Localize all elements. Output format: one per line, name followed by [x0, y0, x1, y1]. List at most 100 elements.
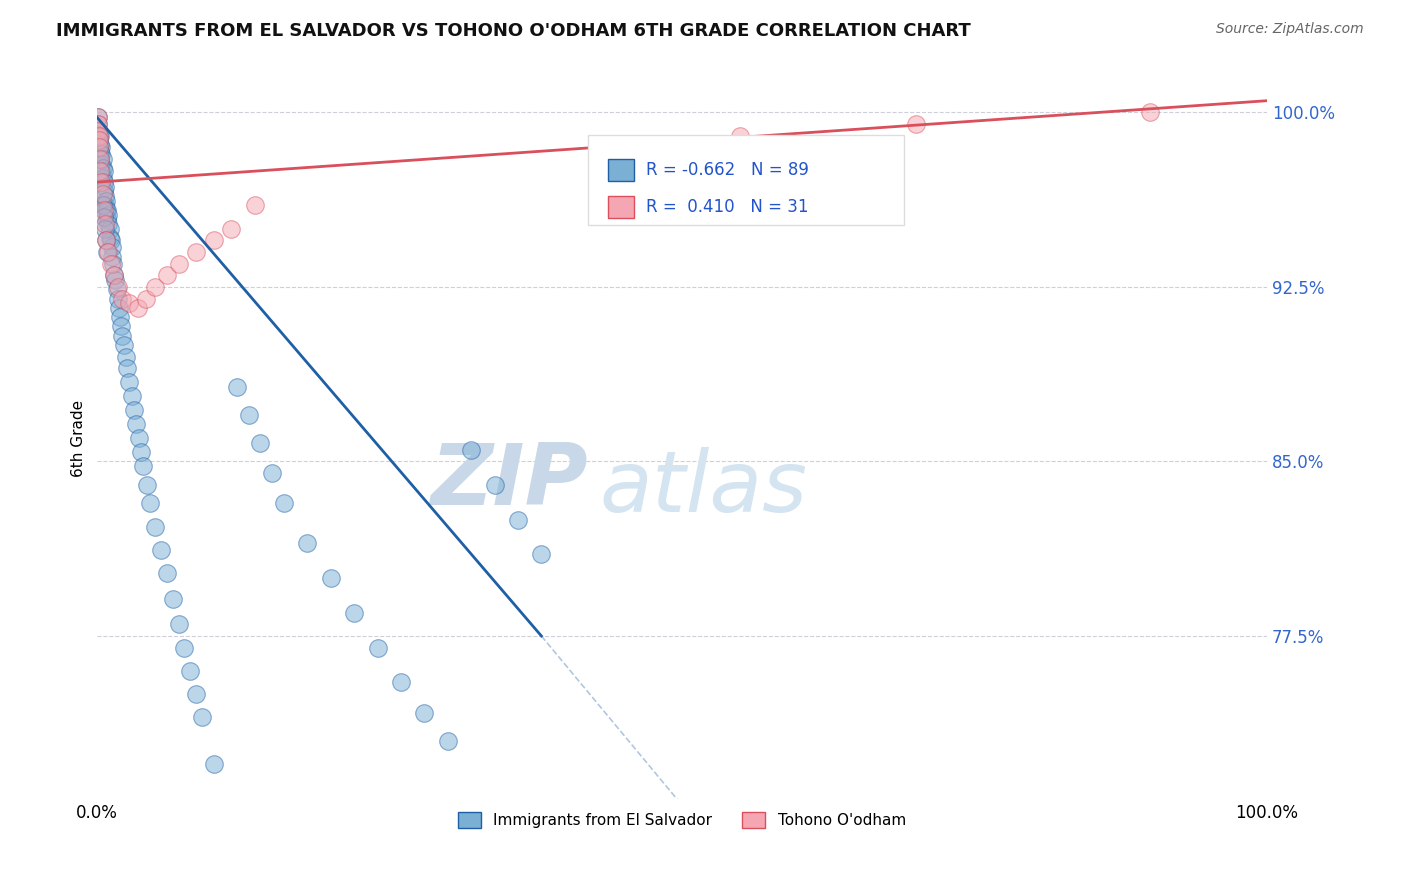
Point: [121, 389, 143, 403]
Point: [107, 292, 129, 306]
Point: [90, 175, 112, 189]
Point: [87, 140, 110, 154]
Point: [104, 273, 127, 287]
Point: [110, 319, 132, 334]
Point: [143, 519, 166, 533]
Point: [179, 664, 201, 678]
Point: [173, 640, 195, 655]
Point: [87, 124, 110, 138]
Point: [105, 282, 128, 296]
Point: [343, 606, 366, 620]
Point: [94, 221, 117, 235]
Point: [184, 687, 207, 701]
Point: [94, 233, 117, 247]
Point: [94, 203, 117, 218]
Point: [91, 161, 114, 176]
Point: [97, 208, 120, 222]
Point: [150, 542, 173, 557]
Point: [904, 117, 927, 131]
Point: [128, 431, 150, 445]
Point: [127, 301, 149, 315]
Point: [730, 128, 752, 143]
Point: [96, 212, 118, 227]
Point: [93, 163, 115, 178]
Point: [91, 198, 114, 212]
Text: R = -0.662   N = 89: R = -0.662 N = 89: [645, 161, 808, 179]
Point: [87, 117, 110, 131]
Point: [108, 310, 131, 325]
Point: [87, 133, 110, 147]
Point: [93, 185, 115, 199]
Point: [238, 408, 260, 422]
Point: [101, 250, 124, 264]
Point: [87, 133, 110, 147]
Point: [91, 152, 114, 166]
Point: [101, 257, 124, 271]
Point: [101, 240, 124, 254]
Point: [90, 147, 112, 161]
Point: [93, 203, 115, 218]
Text: Source: ZipAtlas.com: Source: ZipAtlas.com: [1216, 22, 1364, 37]
Point: [97, 217, 120, 231]
Point: [94, 217, 117, 231]
Point: [89, 163, 111, 178]
Point: [94, 198, 117, 212]
Point: [115, 350, 138, 364]
Text: ZIP: ZIP: [430, 440, 588, 523]
Point: [107, 280, 129, 294]
Point: [156, 268, 179, 283]
Point: [89, 137, 111, 152]
Point: [111, 328, 134, 343]
Point: [243, 198, 266, 212]
Point: [219, 221, 242, 235]
Point: [122, 403, 145, 417]
Point: [484, 477, 506, 491]
Point: [97, 244, 120, 259]
Point: [93, 175, 115, 189]
Point: [167, 257, 190, 271]
Point: [90, 156, 112, 170]
Point: [87, 110, 110, 124]
Point: [87, 128, 110, 143]
Point: [98, 221, 121, 235]
Text: R =  0.410   N = 31: R = 0.410 N = 31: [645, 198, 808, 216]
Point: [367, 640, 389, 655]
Point: [249, 435, 271, 450]
Point: [94, 179, 117, 194]
Point: [273, 496, 295, 510]
Point: [135, 292, 157, 306]
Point: [94, 194, 117, 208]
Point: [132, 458, 155, 473]
Point: [91, 170, 114, 185]
Point: [108, 301, 131, 315]
FancyBboxPatch shape: [607, 160, 634, 181]
Point: [530, 548, 553, 562]
Legend: Immigrants from El Salvador, Tohono O'odham: Immigrants from El Salvador, Tohono O'od…: [451, 806, 912, 835]
Point: [436, 733, 458, 747]
Point: [98, 231, 121, 245]
Point: [139, 496, 162, 510]
Point: [506, 512, 529, 526]
Point: [156, 566, 179, 580]
Point: [89, 152, 111, 166]
Y-axis label: 6th Grade: 6th Grade: [72, 400, 86, 476]
Point: [167, 617, 190, 632]
Point: [89, 152, 111, 166]
Point: [103, 268, 125, 283]
Point: [87, 140, 110, 154]
Point: [96, 244, 118, 259]
Point: [118, 296, 141, 310]
Point: [115, 361, 138, 376]
Point: [118, 376, 141, 390]
Point: [112, 338, 135, 352]
Point: [202, 233, 225, 247]
Point: [319, 571, 342, 585]
Point: [202, 756, 225, 771]
Point: [96, 203, 118, 218]
Point: [136, 477, 159, 491]
Point: [87, 117, 110, 131]
Point: [87, 128, 110, 143]
Point: [125, 417, 148, 432]
Point: [389, 675, 412, 690]
Point: [87, 110, 110, 124]
